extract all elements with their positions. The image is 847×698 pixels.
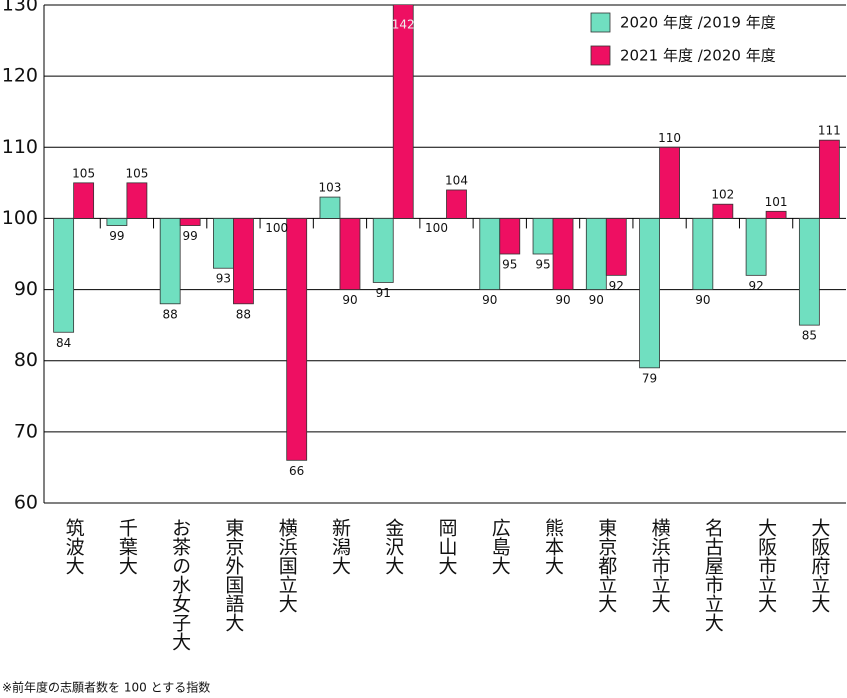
x-tick-label: 岡山大: [436, 518, 458, 575]
value-label: 99: [183, 229, 198, 243]
value-label: 101: [765, 195, 788, 209]
bar: [798, 218, 820, 326]
value-label: 102: [711, 188, 734, 202]
x-tick-label: 東京外国語大: [222, 518, 244, 632]
x-tick-label: 千葉大: [116, 518, 138, 575]
x-tick-label: 熊本大: [542, 518, 564, 575]
bar: [605, 218, 627, 276]
y-tick-label: 70: [14, 420, 38, 442]
value-label: 142: [392, 18, 415, 32]
x-tick-label: お茶の水女子大: [169, 518, 191, 651]
bar: [319, 196, 341, 219]
bar: [233, 218, 254, 305]
bar: [159, 218, 181, 305]
x-tick-label: 広島大: [489, 518, 511, 575]
value-label: 104: [445, 173, 468, 187]
y-tick-label: 90: [14, 278, 38, 300]
value-label: 105: [72, 166, 95, 180]
legend-swatch: [590, 12, 611, 33]
bar: [339, 218, 361, 290]
value-label: 84: [56, 336, 71, 350]
y-tick-label: 110: [2, 136, 38, 158]
x-tick-label: 新潟大: [329, 518, 351, 575]
bar: [53, 218, 75, 333]
value-label: 95: [502, 258, 517, 272]
bar: [73, 182, 95, 219]
bar: [659, 146, 680, 219]
bar: [745, 218, 767, 276]
bar: [639, 218, 660, 369]
value-label: 90: [342, 293, 357, 307]
footnote: ※前年度の志願者数を 100 とする指数: [2, 680, 210, 695]
value-label: 93: [216, 272, 231, 286]
bar: [765, 210, 787, 219]
y-tick-label: 120: [2, 65, 38, 87]
bar: [532, 218, 554, 255]
value-label: 90: [482, 293, 497, 307]
value-label: 90: [555, 293, 570, 307]
x-tick-label: 名古屋市立大: [702, 518, 724, 632]
y-tick-label: 130: [2, 0, 38, 16]
value-label: 88: [236, 307, 251, 321]
bar: [479, 218, 501, 290]
value-label: 111: [818, 124, 841, 138]
y-tick-label: 80: [14, 349, 38, 371]
bar: [692, 218, 714, 290]
bar: [712, 203, 734, 219]
bar: [499, 218, 521, 255]
bar: [106, 218, 128, 226]
bar: [552, 218, 574, 290]
x-tick-label: 横浜国立大: [276, 518, 298, 613]
y-tick-label: 60: [14, 492, 38, 514]
bars: [53, 5, 840, 461]
value-label: 79: [642, 371, 657, 385]
value-label: 110: [658, 131, 681, 145]
legend-swatch: [590, 45, 611, 66]
x-tick-label: 東京都立大: [595, 518, 617, 613]
x-tick-label: 筑波大: [63, 518, 85, 575]
value-label: 95: [535, 258, 550, 272]
x-tick-label: 横浜市立大: [649, 518, 671, 613]
bar: [126, 182, 148, 219]
value-label: 100: [425, 221, 448, 235]
y-tick-label: 100: [2, 207, 38, 229]
x-tick-label: 大阪市立大: [755, 518, 777, 613]
value-label: 90: [589, 293, 604, 307]
x-tick-label: 大阪府立大: [808, 518, 830, 613]
value-label: 99: [109, 229, 124, 243]
value-label: 85: [802, 329, 817, 343]
value-label: 100: [265, 221, 288, 235]
value-label: 92: [748, 279, 763, 293]
bar: [585, 218, 607, 290]
bar: [372, 218, 394, 283]
value-label: 88: [163, 307, 178, 321]
value-label: 91: [376, 286, 391, 300]
bar: [286, 218, 308, 461]
x-tick-label: 金沢大: [382, 518, 404, 575]
legend-label: 2020 年度 /2019 年度: [620, 14, 776, 32]
bar: [179, 218, 201, 226]
bar: [392, 5, 414, 219]
value-label: 105: [125, 166, 148, 180]
bar: [446, 189, 467, 219]
bar: [213, 218, 234, 269]
value-label: 90: [695, 293, 710, 307]
bar: [818, 139, 840, 219]
value-label: 66: [289, 464, 304, 478]
value-label: 92: [609, 279, 624, 293]
legend-label: 2021 年度 /2020 年度: [620, 47, 776, 65]
value-label: 103: [319, 181, 342, 195]
